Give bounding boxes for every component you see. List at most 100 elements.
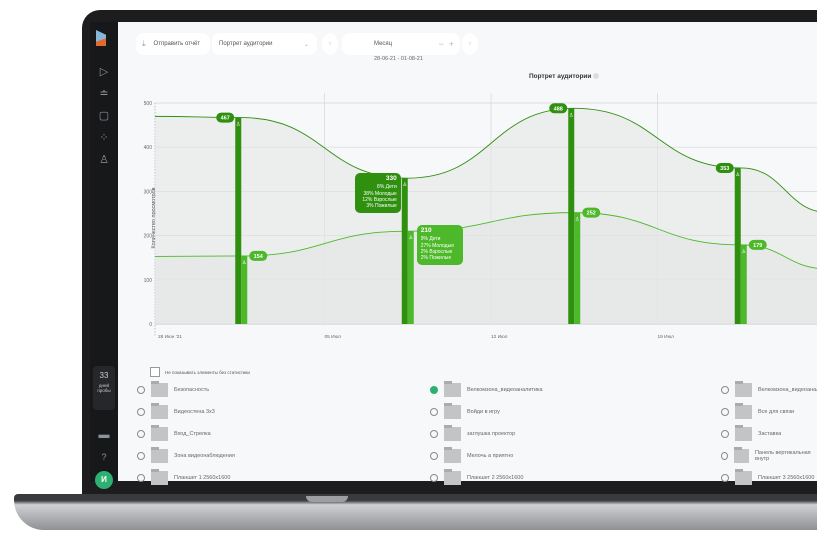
bar bbox=[407, 231, 414, 324]
tooltip: 210 9% Дети 27% Молодые 2% Взрослые 2% Пожил… bbox=[416, 225, 463, 265]
person-icon: ♙ bbox=[742, 249, 746, 255]
prev-period-button[interactable]: ‹ bbox=[322, 33, 338, 55]
folder-icon bbox=[734, 447, 749, 463]
list-item[interactable]: Заставка bbox=[721, 425, 782, 442]
x-tick-label: 19 Июл bbox=[658, 334, 675, 340]
radio-button[interactable] bbox=[137, 474, 145, 482]
value-badge bbox=[582, 207, 601, 218]
tooltip-line: 12% Взрослые bbox=[362, 197, 397, 204]
download-icon: ⤓ bbox=[142, 39, 146, 48]
person-icon: ♙ bbox=[409, 235, 413, 241]
trial-badge[interactable]: 33 дней пробы bbox=[93, 366, 115, 410]
y-tick-label: 500 bbox=[144, 101, 153, 107]
send-report-button[interactable]: ⤓ Отправить отчёт bbox=[136, 33, 210, 55]
document-icon[interactable]: ▢ bbox=[98, 110, 110, 122]
radio-button[interactable] bbox=[721, 474, 729, 482]
list-item[interactable]: Все для связи bbox=[721, 403, 795, 420]
list-item-label: Велкомзона_видеоаналитика bbox=[467, 387, 543, 393]
radio-button[interactable] bbox=[721, 452, 729, 460]
list-item[interactable]: Вход_Стрелка bbox=[137, 425, 211, 442]
list-item[interactable]: Велкомзона_видеоаналитика bbox=[430, 381, 543, 398]
radio-button[interactable] bbox=[430, 408, 438, 416]
list-item-label: Все для связи bbox=[758, 409, 795, 415]
folder-icon bbox=[151, 403, 168, 419]
list-item[interactable]: Велкомзона_видеоаналитика bbox=[721, 381, 817, 398]
radio-button[interactable] bbox=[137, 408, 145, 416]
radio-button[interactable] bbox=[430, 452, 438, 460]
list-item[interactable]: Зона видеонаблюдения bbox=[137, 447, 235, 464]
value-label: 179 bbox=[753, 243, 762, 249]
list-item[interactable]: Планшет 3 2560х1600 bbox=[721, 469, 814, 486]
date-range: 28-06-21 - 01-08-21 bbox=[374, 56, 423, 62]
loader-icon[interactable]: ⁘ bbox=[99, 132, 109, 144]
chart-title: Портрет аудитории bbox=[529, 73, 600, 80]
tooltip-value: 210 bbox=[420, 227, 432, 235]
tooltip-line: 2% Взрослые bbox=[420, 249, 453, 256]
chevron-down-icon: ⌄ bbox=[303, 41, 309, 48]
radio-button[interactable] bbox=[430, 430, 438, 438]
radio-button[interactable] bbox=[430, 474, 438, 482]
sidebar: ▷ ≐ ▢ ⁘ ♙ 33 дней пробы ▬ ? И bbox=[90, 22, 118, 489]
bar bbox=[401, 178, 408, 324]
folder-icon bbox=[444, 403, 461, 419]
radio-button[interactable] bbox=[430, 386, 438, 394]
value-badge bbox=[715, 162, 734, 173]
tooltip-value: 330 bbox=[385, 175, 397, 183]
avatar[interactable]: И bbox=[95, 471, 113, 489]
list-item-label: Заставка bbox=[758, 431, 782, 437]
user-icon[interactable]: ♙ bbox=[99, 154, 109, 166]
logo bbox=[96, 30, 106, 46]
y-tick-label: 0 bbox=[149, 322, 152, 328]
laptop-base bbox=[14, 494, 817, 530]
folder-icon bbox=[151, 447, 168, 463]
radio-button[interactable] bbox=[721, 408, 729, 416]
period-value: Месяц bbox=[374, 41, 393, 47]
folder-icon bbox=[151, 425, 168, 441]
bar bbox=[734, 167, 741, 324]
radio-button[interactable] bbox=[137, 386, 145, 394]
next-period-button[interactable]: › bbox=[462, 33, 478, 55]
list-item[interactable]: Мелочь а приятно bbox=[430, 447, 513, 464]
radio-button[interactable] bbox=[137, 452, 145, 460]
report-select[interactable]: Портрет аудитории ⌄ bbox=[212, 33, 317, 55]
bar bbox=[568, 108, 575, 324]
series-area bbox=[155, 212, 817, 324]
value-label: 467 bbox=[221, 116, 230, 122]
list-item[interactable]: Видеостена 3х3 bbox=[137, 403, 215, 420]
list-item[interactable]: Планшет 2 2560х1600 bbox=[430, 469, 524, 486]
value-label: 488 bbox=[554, 106, 563, 112]
list-item-label: Вход_Стрелка bbox=[174, 431, 211, 437]
trial-label: пробы bbox=[97, 388, 111, 393]
period-select[interactable]: Месяц − + bbox=[342, 33, 460, 55]
folder-icon bbox=[151, 469, 168, 485]
list-item-label: заглушка проектор bbox=[467, 431, 516, 437]
list-item[interactable]: Безопасность bbox=[137, 381, 209, 398]
radio-button[interactable] bbox=[721, 430, 729, 438]
tooltip-line: 3% Пожилые bbox=[366, 203, 397, 210]
monitor-icon[interactable]: ▬ bbox=[98, 429, 110, 441]
radio-button[interactable] bbox=[137, 430, 145, 438]
value-badge bbox=[748, 239, 767, 250]
help-icon[interactable]: ? bbox=[101, 452, 107, 462]
hide-empty-checkbox[interactable] bbox=[150, 367, 160, 377]
hide-empty-label: Не показывать элементы без статистики bbox=[165, 369, 250, 375]
list-item[interactable]: заглушка проектор bbox=[430, 425, 516, 442]
person-icon: ♙ bbox=[242, 260, 246, 266]
play-icon[interactable]: ▷ bbox=[99, 66, 109, 78]
list-item[interactable]: Панель вертикальная внутр bbox=[721, 447, 817, 464]
bar bbox=[574, 212, 581, 324]
folder-icon bbox=[735, 403, 752, 419]
value-badge bbox=[216, 112, 235, 123]
filter-icon[interactable]: ≐ bbox=[99, 88, 109, 100]
bar bbox=[740, 244, 747, 324]
value-badge bbox=[549, 103, 568, 114]
person-icon: ♙ bbox=[403, 182, 407, 188]
send-report-label: Отправить отчёт bbox=[153, 41, 201, 47]
list-item[interactable]: Планшет 1 2560х1600 bbox=[137, 469, 230, 486]
list-item[interactable]: Войди в игру bbox=[430, 403, 500, 420]
list-item-label: Планшет 2 2560х1600 bbox=[467, 475, 524, 481]
info-icon[interactable] bbox=[593, 73, 600, 80]
zoom-controls[interactable]: − + bbox=[438, 39, 454, 49]
radio-button[interactable] bbox=[721, 386, 729, 394]
hide-empty-filter[interactable]: Не показывать элементы без статистики bbox=[150, 367, 250, 377]
